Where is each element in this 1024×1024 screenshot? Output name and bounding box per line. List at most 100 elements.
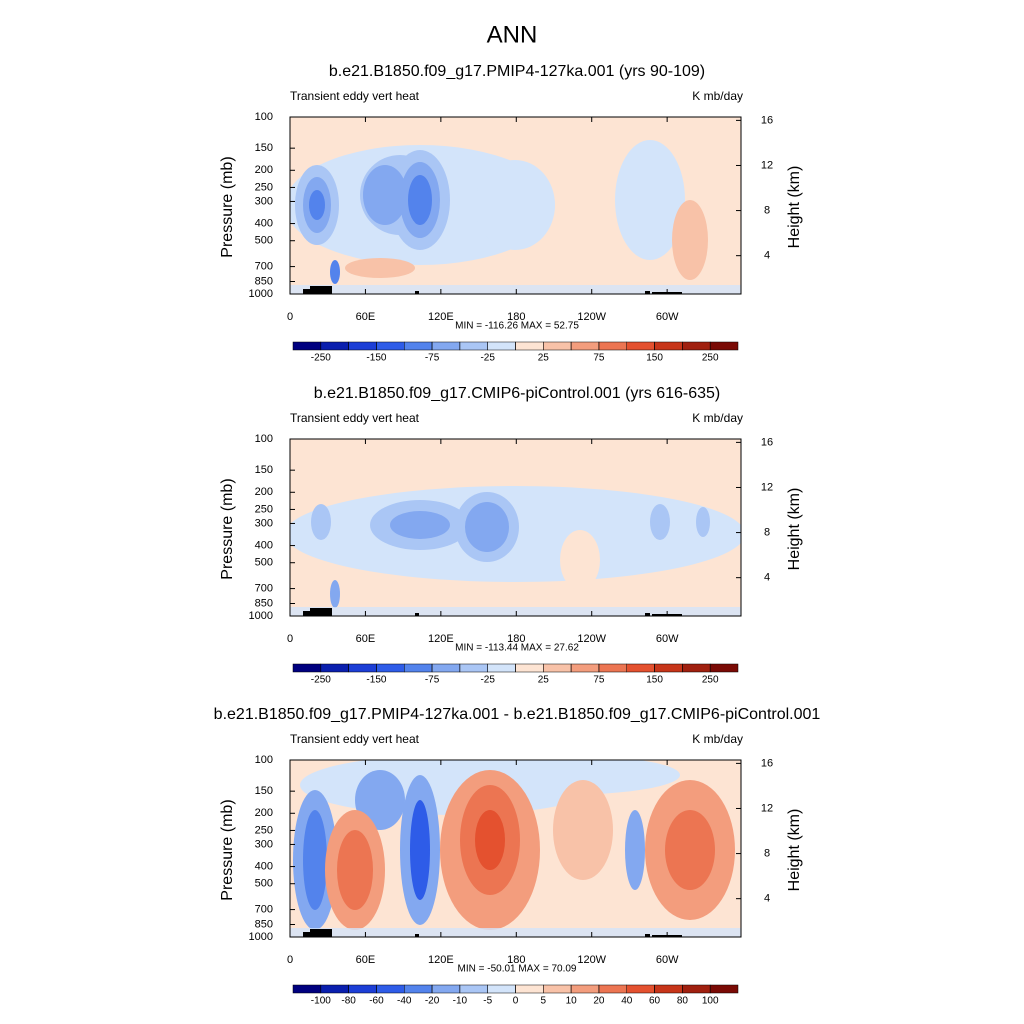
colorbar-label: 250 xyxy=(702,675,719,686)
colorbar-box xyxy=(348,341,377,351)
right-label: K mb/day xyxy=(692,89,743,103)
contour-field xyxy=(290,760,741,937)
colorbar-label: 10 xyxy=(566,996,578,1007)
colorbar-box xyxy=(543,341,572,351)
topography xyxy=(310,608,332,616)
contour-blob xyxy=(672,200,708,280)
y2-tick-label: 12 xyxy=(761,481,773,493)
y2-tick-label: 12 xyxy=(761,159,773,171)
contour-blob xyxy=(309,190,325,220)
x-tick-label: 120W xyxy=(577,954,606,966)
topography xyxy=(645,291,650,294)
colorbar-label: 25 xyxy=(538,675,550,686)
topography xyxy=(415,613,419,616)
colorbar-box xyxy=(348,984,377,994)
colorbar-box xyxy=(709,663,739,673)
colorbar-label: 60 xyxy=(649,996,661,1007)
colorbar-box xyxy=(404,341,433,351)
x-tick-label: 0 xyxy=(287,954,293,966)
topography xyxy=(322,610,332,616)
y2-axis-label: Height (km) xyxy=(786,166,803,249)
colorbar-box xyxy=(543,663,572,673)
colorbar-label: 25 xyxy=(538,353,550,364)
colorbar-box xyxy=(376,663,405,673)
x-tick-label: 60E xyxy=(356,633,376,645)
surface-band xyxy=(290,607,741,616)
surface-band xyxy=(290,285,741,294)
topography xyxy=(322,931,332,937)
colorbar-label: -40 xyxy=(397,996,412,1007)
y-tick-label: 100 xyxy=(255,433,273,445)
colorbar-box xyxy=(431,984,461,994)
colorbar-label: -25 xyxy=(480,675,495,686)
colorbar-box xyxy=(709,341,739,351)
colorbar-box xyxy=(320,984,349,994)
y2-axis-label: Height (km) xyxy=(786,809,803,892)
colorbar-box xyxy=(431,341,461,351)
contour-blob xyxy=(615,140,685,260)
colorbar-box xyxy=(404,984,433,994)
colorbar-box xyxy=(570,663,600,673)
contour-blob xyxy=(553,780,613,880)
y-axis-label: Pressure (mb) xyxy=(219,156,236,257)
colorbar-box xyxy=(626,984,655,994)
y2-tick-label: 12 xyxy=(761,802,773,814)
colorbar-label: 0 xyxy=(513,996,519,1007)
colorbar-label: 75 xyxy=(593,675,605,686)
contour-blob xyxy=(311,504,331,540)
y-tick-label: 400 xyxy=(255,217,273,229)
colorbar-box xyxy=(292,663,322,673)
colorbar-box xyxy=(570,984,600,994)
y2-tick-label: 8 xyxy=(764,526,770,538)
colorbar-box xyxy=(320,663,349,673)
colorbar-box xyxy=(682,341,711,351)
colorbar-box xyxy=(709,984,739,994)
colorbar-box xyxy=(459,663,488,673)
stats-annotation: MIN = -116.26 MAX = 52.75 xyxy=(455,321,579,332)
y-tick-label: 300 xyxy=(255,517,273,529)
colorbar-label: 150 xyxy=(646,675,663,686)
colorbar-box xyxy=(459,341,488,351)
y-tick-label: 1000 xyxy=(249,931,273,943)
contour-blob xyxy=(303,810,327,910)
colorbar-label: -5 xyxy=(483,996,492,1007)
colorbar-label: -20 xyxy=(425,996,440,1007)
x-tick-label: 120W xyxy=(577,633,606,645)
x-tick-label: 120E xyxy=(428,633,454,645)
y-tick-label: 250 xyxy=(255,181,273,193)
colorbar-box xyxy=(654,984,683,994)
surface-band xyxy=(290,928,741,937)
y-tick-label: 400 xyxy=(255,539,273,551)
colorbar-label: 150 xyxy=(646,353,663,364)
colorbar-box xyxy=(348,663,377,673)
colorbar-box xyxy=(515,984,544,994)
y-tick-label: 700 xyxy=(255,903,273,915)
y-tick-label: 1000 xyxy=(249,288,273,300)
left-label: Transient eddy vert heat xyxy=(290,89,420,103)
contour-blob xyxy=(475,160,555,250)
x-tick-label: 180 xyxy=(507,311,525,323)
y-axis-label: Pressure (mb) xyxy=(219,478,236,579)
colorbar-box xyxy=(654,663,683,673)
x-tick-label: 180 xyxy=(507,633,525,645)
topography xyxy=(310,286,332,294)
colorbar-label: -100 xyxy=(311,996,331,1007)
y-tick-label: 100 xyxy=(255,754,273,766)
y-tick-label: 300 xyxy=(255,195,273,207)
colorbar-label: -250 xyxy=(311,353,331,364)
topography xyxy=(303,932,311,937)
colorbar-box xyxy=(598,984,627,994)
panel-title: b.e21.B1850.f09_g17.PMIP4-127ka.001 - b.… xyxy=(214,706,821,723)
colorbar-box xyxy=(626,341,655,351)
contour-blob xyxy=(650,504,670,540)
y-tick-label: 200 xyxy=(255,807,273,819)
colorbar-box xyxy=(654,341,683,351)
contour-field xyxy=(290,117,741,294)
colorbar-label: -75 xyxy=(425,353,440,364)
x-tick-label: 60W xyxy=(656,954,679,966)
contour-blob xyxy=(363,165,407,225)
plot-frame xyxy=(289,438,742,617)
colorbar-label: -25 xyxy=(480,353,495,364)
colorbar-box xyxy=(515,341,544,351)
